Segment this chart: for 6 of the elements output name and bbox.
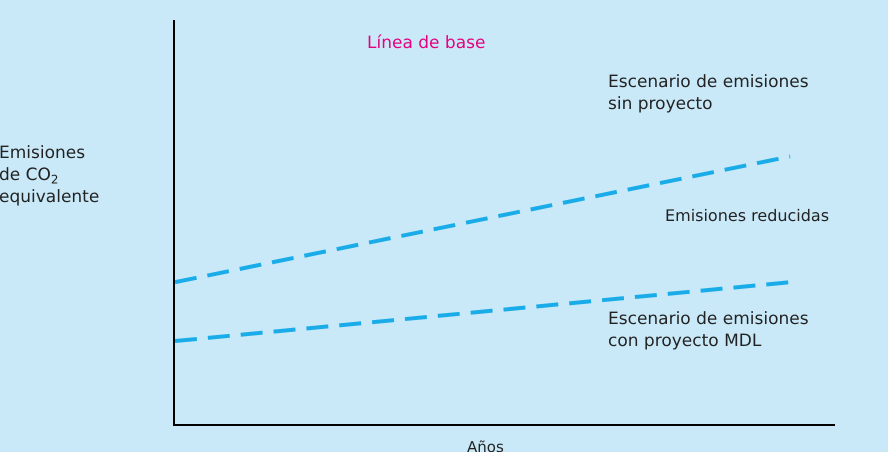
series-label: Escenario de emisiones con proyecto MDL (608, 309, 809, 352)
annotation: Emisiones reducidas (665, 206, 830, 225)
x-axis-title: Años (467, 438, 504, 452)
chart-title: Línea de base (367, 33, 486, 54)
text: Escenario de emisiones sin proyecto (608, 72, 809, 114)
y-axis-title: Emisiones de CO$_{2}$ equivalente (0, 143, 100, 208)
